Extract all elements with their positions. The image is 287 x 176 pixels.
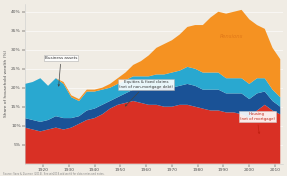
Text: Source: Saez & Zucman (2014). See wir2018.wid.world for data series and notes.: Source: Saez & Zucman (2014). See wir201…	[3, 172, 104, 176]
Text: Housing
(net of mortgage): Housing (net of mortgage)	[240, 112, 275, 134]
Text: Pensions: Pensions	[220, 34, 243, 39]
Text: Business assets: Business assets	[45, 56, 77, 86]
Text: Equities & fixed claims
(net of non-mortgage debt): Equities & fixed claims (net of non-mort…	[119, 80, 173, 106]
Y-axis label: Share of household wealth (%): Share of household wealth (%)	[4, 50, 8, 117]
